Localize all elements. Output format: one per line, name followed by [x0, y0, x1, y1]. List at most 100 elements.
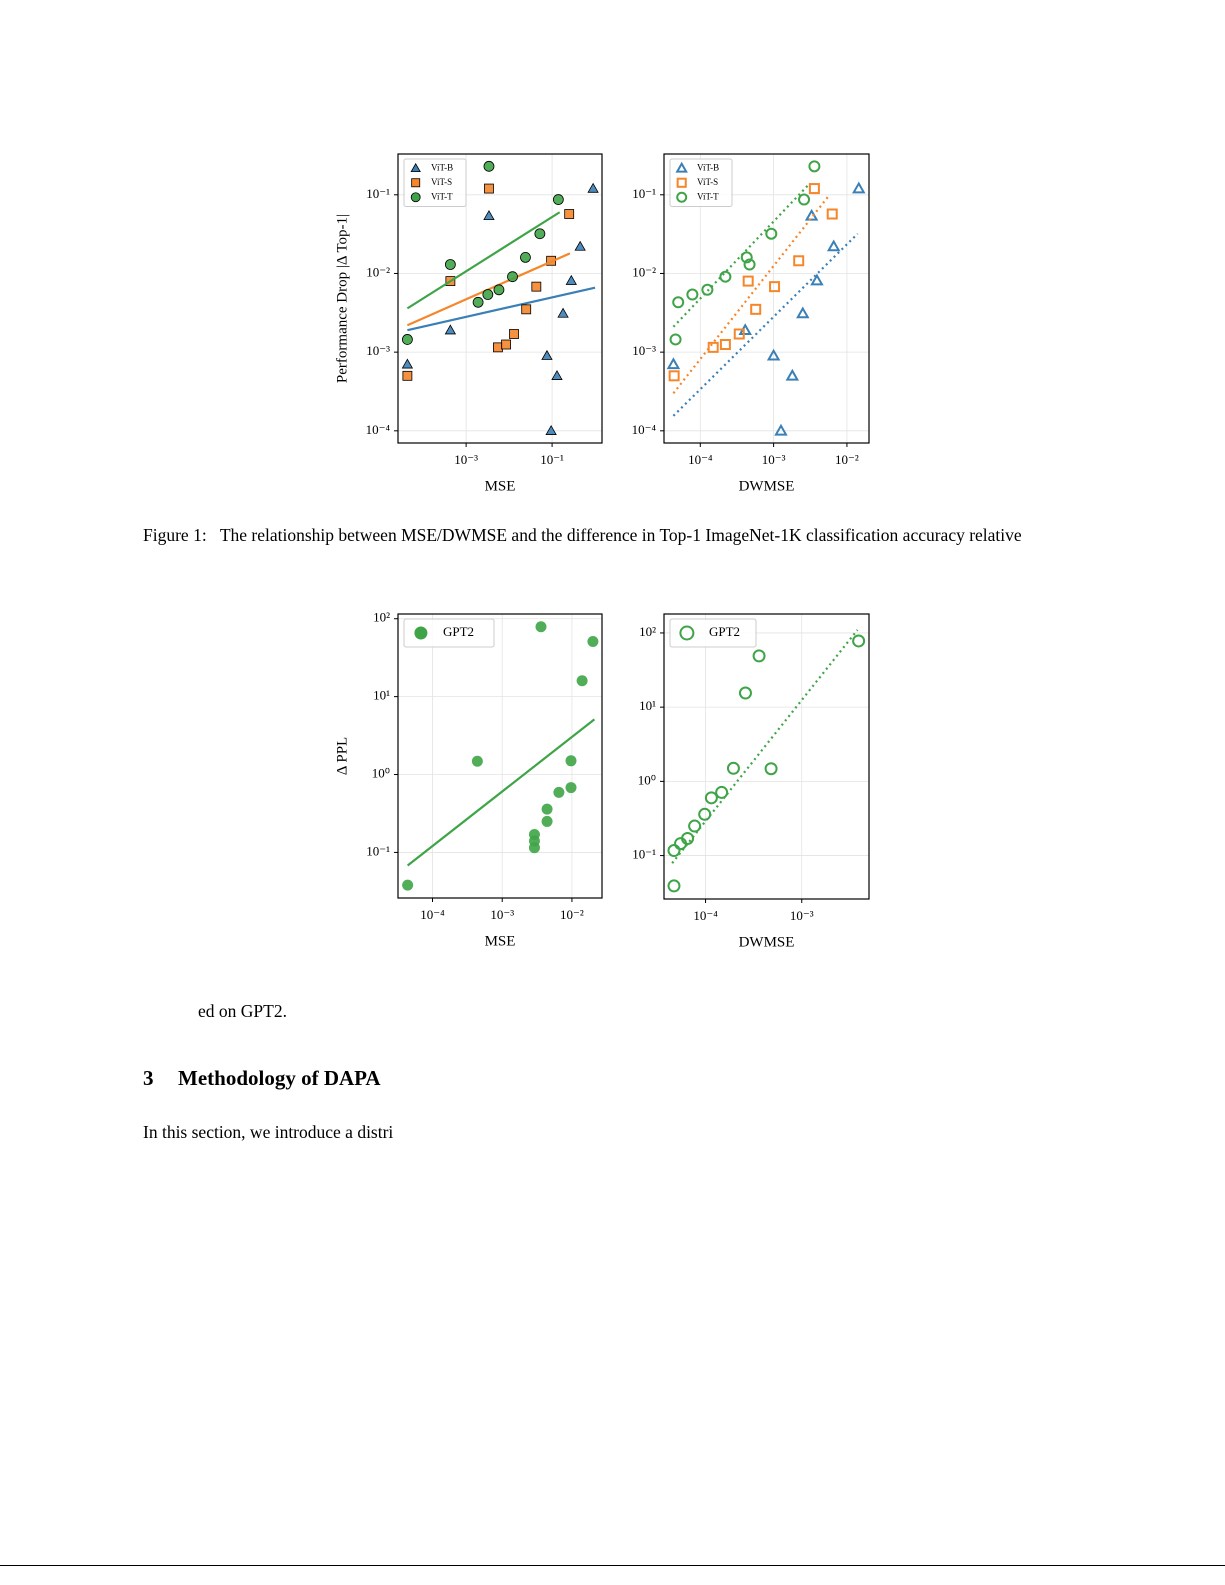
point — [686, 288, 699, 301]
x-tick-label: 10⁻⁴ — [420, 907, 445, 922]
point — [484, 183, 494, 194]
legend-label: ViT-T — [431, 191, 453, 201]
point — [752, 649, 766, 663]
point — [852, 181, 866, 194]
point — [688, 819, 702, 833]
point — [740, 251, 753, 264]
point — [444, 259, 456, 270]
plot-frame — [397, 613, 603, 899]
legend-marker — [414, 626, 428, 640]
legend-marker — [411, 178, 421, 188]
point — [541, 349, 553, 360]
point — [401, 334, 413, 345]
point — [808, 160, 821, 173]
y-axis-label: Δ PPL — [334, 737, 350, 775]
x-axis-label: MSE — [485, 478, 516, 494]
y-tick-label: 10² — [373, 610, 390, 625]
legend-marker — [410, 162, 421, 173]
point — [796, 306, 810, 319]
point — [552, 194, 564, 205]
point — [698, 807, 712, 821]
plot-frame — [397, 153, 603, 444]
point — [402, 879, 414, 891]
x-axis-label: MSE — [485, 933, 516, 949]
point — [521, 304, 532, 315]
y-axis-label: Performance Drop |Δ Top-1| — [334, 214, 350, 383]
point — [507, 271, 518, 283]
point — [798, 193, 811, 206]
paragraph: In this section, we introduce a distri — [143, 1122, 394, 1142]
point — [541, 815, 553, 827]
point — [793, 255, 805, 267]
point — [534, 228, 546, 240]
point — [574, 240, 586, 251]
legend-label: ViT-T — [697, 191, 719, 201]
fit-line — [406, 211, 561, 310]
point — [666, 357, 681, 370]
x-tick-label: 10⁻³ — [490, 907, 514, 922]
y-tick-label: 10⁻³ — [366, 343, 390, 358]
caption-label: Figure 1: — [143, 525, 207, 545]
caption: Figure 1: The relationship between MSE/D… — [143, 524, 1069, 546]
y-tick-label: 10² — [639, 624, 656, 639]
y-tick-label: 10⁰ — [372, 766, 390, 781]
y-tick-label: 10⁰ — [638, 772, 656, 787]
point — [483, 160, 495, 172]
y-tick-label: 10⁻¹ — [366, 843, 390, 858]
point — [808, 183, 820, 195]
point — [719, 339, 731, 351]
point — [667, 879, 681, 893]
point — [765, 227, 778, 240]
y-tick-label: 10¹ — [373, 688, 390, 703]
point — [471, 755, 483, 767]
point — [565, 782, 577, 794]
point — [520, 252, 531, 263]
y-tick-label: 10⁻² — [366, 264, 390, 279]
legend-marker — [675, 161, 688, 173]
point — [401, 358, 414, 369]
point — [531, 281, 542, 292]
point — [587, 182, 599, 193]
point — [743, 258, 756, 271]
point — [472, 296, 484, 308]
point — [509, 329, 519, 339]
y-tick-label: 10⁻¹ — [632, 847, 656, 862]
legend-label: ViT-B — [697, 162, 719, 172]
point — [493, 342, 503, 353]
point — [444, 324, 457, 335]
x-tick-label: 10⁻¹ — [540, 452, 564, 467]
legend-marker — [676, 191, 688, 203]
y-tick-label: 10⁻⁴ — [632, 422, 657, 437]
legend-label: ViT-S — [697, 177, 718, 187]
caption-tail: ed on GPT2. — [198, 1001, 287, 1021]
y-tick-label: 10⁻¹ — [366, 186, 390, 201]
point — [742, 275, 754, 287]
section-title: Methodology of DAPA — [178, 1066, 381, 1090]
point — [483, 210, 495, 220]
x-axis-label: DWMSE — [739, 478, 795, 494]
fit-line — [671, 629, 859, 864]
point — [774, 423, 788, 436]
point — [826, 239, 841, 252]
point — [565, 755, 577, 767]
x-tick-label: 10⁻³ — [790, 908, 814, 923]
legend-box — [403, 618, 495, 648]
point — [576, 675, 588, 687]
point — [672, 296, 685, 309]
point — [715, 785, 729, 799]
x-tick-label: 10⁻³ — [454, 452, 478, 467]
point — [852, 634, 866, 648]
point — [564, 209, 575, 219]
point — [766, 348, 781, 361]
legend-label: ViT-S — [431, 177, 452, 187]
point — [557, 307, 569, 318]
point — [668, 370, 680, 382]
legend-label: ViT-B — [431, 162, 453, 172]
point — [565, 274, 577, 285]
plot-frame — [663, 613, 870, 900]
fit-line — [672, 194, 831, 394]
point — [707, 341, 719, 353]
point — [704, 791, 718, 805]
caption-text: The relationship between MSE/DWMSE and t… — [219, 525, 1022, 545]
point — [482, 289, 494, 300]
